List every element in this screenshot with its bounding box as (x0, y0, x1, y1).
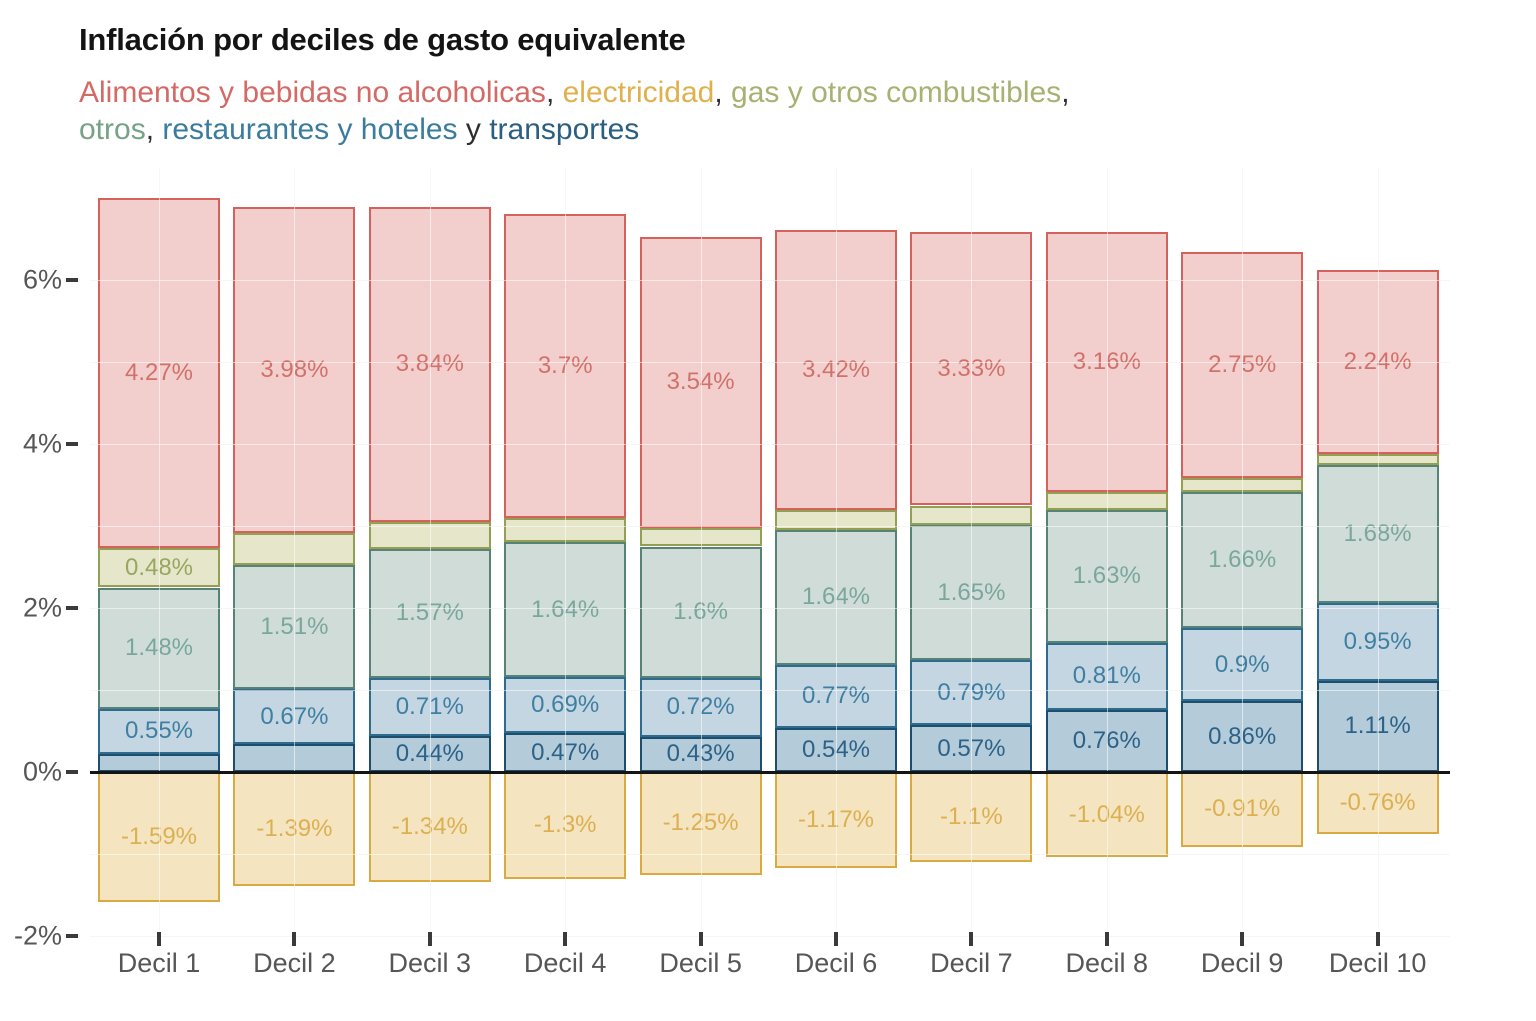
bar-segment-label: -1.25% (662, 809, 739, 837)
bar-segment-label: -1.34% (391, 812, 468, 840)
x-tick-mark (1375, 932, 1380, 946)
x-tick-mark (427, 932, 432, 946)
subtitle-line: Alimentos y bebidas no alcoholicas, elec… (79, 74, 1070, 111)
v-gridline (429, 168, 431, 938)
v-gridline (1106, 168, 1108, 938)
x-tick-mark (292, 932, 297, 946)
x-tick-label: Decil 1 (117, 948, 201, 978)
y-tick-label: 4% (22, 428, 62, 459)
subtitle-category-phrase: , (714, 76, 732, 109)
v-gridline (971, 168, 973, 938)
subtitle-category-phrase: restaurantes y hoteles (162, 113, 458, 146)
x-tick-mark (563, 932, 568, 946)
h-gridline (90, 854, 1450, 855)
x-tick-label: Decil 2 (253, 948, 336, 978)
v-gridline (1242, 168, 1244, 938)
y-tick-mark (66, 442, 78, 446)
x-tick-mark (157, 932, 161, 946)
zero-baseline (90, 771, 1450, 774)
h-gridline (90, 690, 1450, 691)
x-tick-label: Decil 5 (659, 948, 742, 978)
x-tick-label: Decil 6 (794, 948, 878, 978)
x-tick-label: Decil 8 (1065, 948, 1149, 978)
x-tick-label: Decil 3 (388, 948, 472, 978)
y-tick-label: -2% (13, 920, 62, 951)
v-gridline (700, 168, 702, 938)
x-tick-mark (1240, 932, 1245, 946)
subtitle-category-phrase: , (1061, 76, 1070, 109)
y-tick-mark (66, 606, 78, 610)
y-tick-mark (66, 278, 78, 282)
subtitle-category-phrase: Alimentos y bebidas no alcoholicas (79, 76, 546, 109)
x-tick-mark (969, 932, 974, 946)
h-gridline (90, 444, 1450, 445)
subtitle-line: otros, restaurantes y hoteles y transpor… (79, 111, 1070, 148)
x-tick-mark (698, 932, 703, 946)
bar-segment-label: -0.91% (1204, 795, 1281, 823)
x-tick-mark (1104, 932, 1109, 946)
subtitle-category-phrase: , (545, 76, 563, 109)
bar-segment-label: -1.3% (533, 811, 597, 839)
v-gridline (159, 168, 160, 938)
x-tick-mark (834, 932, 838, 946)
bar-segment-label: -1.59% (120, 823, 198, 851)
h-gridline (90, 526, 1450, 527)
bar-segment-label: -0.76% (1339, 789, 1416, 817)
subtitle-category-phrase: gas y otros combustibles (731, 76, 1062, 109)
chart-subtitle: Alimentos y bebidas no alcoholicas, elec… (79, 74, 1070, 148)
y-tick-mark (66, 934, 78, 938)
bar-segment-label: 0.9% (1214, 650, 1270, 678)
subtitle-category-phrase: , (145, 113, 163, 146)
bar-segment-label: -1.17% (797, 805, 875, 833)
y-tick-mark (66, 770, 78, 774)
subtitle-category-phrase: otros (79, 113, 146, 146)
bar-segment-label: -1.39% (256, 814, 333, 842)
subtitle-category-phrase: transportes (489, 113, 640, 146)
bar-segment-label: 3.7% (537, 352, 593, 380)
x-tick-label: Decil 10 (1328, 948, 1427, 978)
v-gridline (836, 168, 837, 938)
subtitle-category-phrase: electricidad (562, 76, 715, 109)
v-gridline (1377, 168, 1379, 938)
h-gridline (90, 280, 1450, 281)
x-tick-label: Decil 9 (1200, 948, 1284, 978)
v-gridline (565, 168, 567, 938)
subtitle-category-phrase: y (457, 113, 490, 146)
h-gridline (90, 608, 1450, 609)
y-tick-label: 0% (22, 756, 62, 787)
h-gridline (90, 362, 1450, 363)
v-gridline (294, 168, 296, 938)
x-tick-label: Decil 4 (523, 948, 607, 978)
h-gridline (90, 936, 1450, 937)
y-tick-label: 2% (22, 592, 62, 623)
bar-segment-label: -1.1% (940, 803, 1003, 831)
chart-title: Inflación por deciles de gasto equivalen… (79, 22, 686, 57)
bar-segment-label: -1.04% (1068, 800, 1145, 828)
y-tick-label: 6% (22, 264, 62, 295)
bar-segment-label: 1.6% (673, 598, 728, 626)
x-tick-label: Decil 7 (930, 948, 1013, 978)
